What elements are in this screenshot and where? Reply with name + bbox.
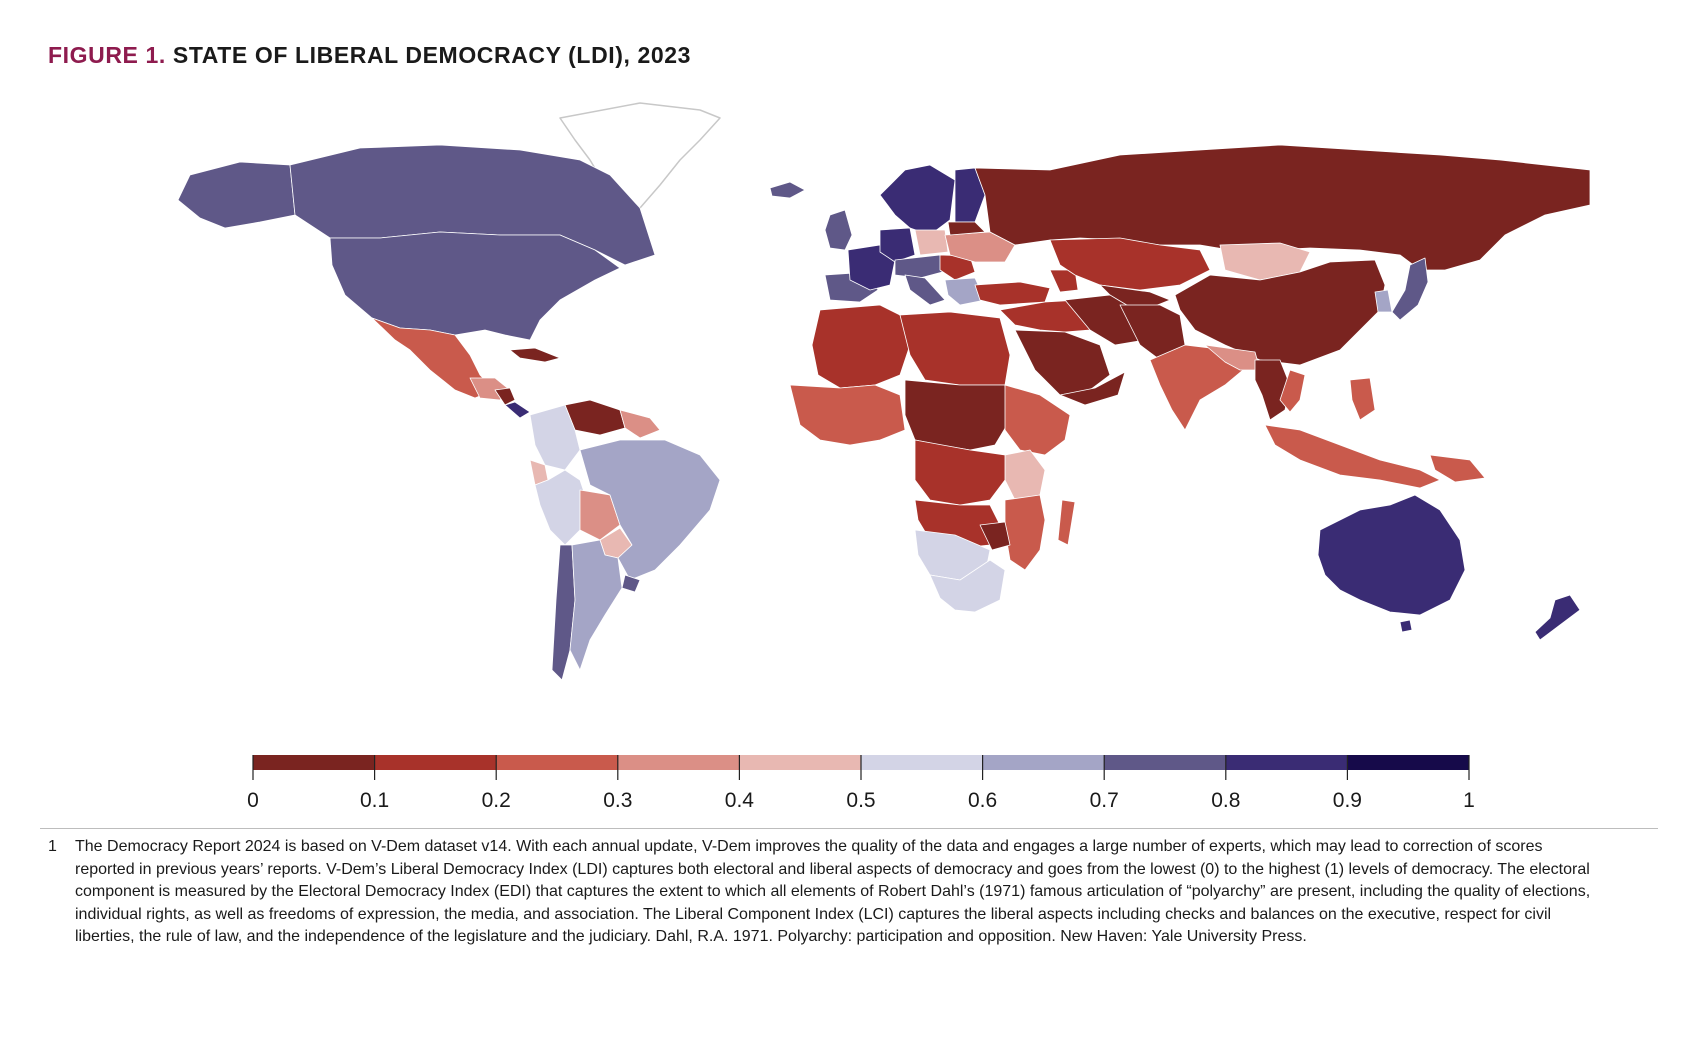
legend-tick-label: 0.4 [725, 789, 755, 812]
region-malaysia-indonesia [1264, 424, 1441, 489]
region-argentina [569, 539, 623, 671]
legend-swatch [861, 755, 984, 770]
region-bolivia [579, 489, 621, 541]
region-japan [1391, 257, 1429, 321]
legend-tick-label: 0.8 [1211, 789, 1240, 812]
region-png [1429, 454, 1486, 483]
region-iceland [769, 181, 806, 199]
legend-tick-label: 0.1 [360, 789, 389, 812]
legend-swatch [253, 755, 376, 770]
region-madagascar [1057, 499, 1076, 546]
legend-swatch [496, 755, 619, 770]
legend-tick-label: 0 [247, 789, 259, 812]
region-kazakhstan [1049, 237, 1211, 291]
region-yemen-oman [1059, 371, 1126, 406]
region-nicaragua [494, 387, 516, 406]
region-north-africa-west [811, 304, 911, 389]
region-greenland [559, 102, 721, 209]
region-sahel-central [904, 379, 1011, 451]
region-finland [954, 167, 986, 223]
legend-swatch [1104, 755, 1227, 770]
legend-tick-label: 0.9 [1333, 789, 1362, 812]
region-central-africa [914, 439, 1006, 506]
region-uk-ireland [824, 209, 853, 251]
figure-heading: STATE OF LIBERAL DEMOCRACY (LDI), 2023 [172, 42, 692, 68]
region-ethiopia-somalia [1004, 384, 1071, 456]
legend-swatch [982, 755, 1105, 770]
legend-tick-label: 0.7 [1090, 789, 1119, 812]
figure-label: FIGURE 1. [48, 42, 166, 68]
region-brazil [579, 439, 721, 581]
legend-swatch [374, 755, 497, 770]
region-south-africa [929, 559, 1006, 613]
region-costa-rica-panama [504, 401, 531, 419]
region-tasmania [1399, 619, 1413, 633]
legend-swatch [1347, 755, 1470, 770]
legend-ticks: 0 0.1 0.2 0.3 0.4 0.5 0.6 0.7 0.8 0.9 1 [247, 755, 1475, 812]
region-cuba [509, 347, 561, 363]
legend-tick-label: 0.6 [968, 789, 997, 812]
figure-title: FIGURE 1. STATE OF LIBERAL DEMOCRACY (LD… [48, 42, 691, 69]
region-colombia [529, 404, 581, 471]
footnote-divider [40, 828, 1658, 829]
region-italy [904, 274, 946, 306]
region-new-zealand [1534, 594, 1581, 641]
region-alaska [177, 161, 296, 229]
region-china [1174, 259, 1386, 366]
legend-tick-label: 1 [1463, 789, 1475, 812]
region-nepal-bangladesh [1204, 344, 1261, 371]
region-scandinavia [879, 164, 956, 236]
region-myanmar-thailand [1254, 359, 1291, 421]
region-poland [914, 229, 949, 256]
region-india [1149, 344, 1256, 431]
region-guyana-suriname [619, 409, 661, 439]
region-belarus [947, 221, 986, 236]
legend-tick-label: 0.5 [846, 789, 875, 812]
legend-swatch [617, 755, 740, 770]
region-vietnam-laos-cambodia [1279, 369, 1306, 413]
region-west-africa [789, 384, 906, 446]
region-uruguay [621, 574, 641, 593]
region-central-europe [894, 254, 951, 279]
region-zimbabwe [979, 521, 1011, 551]
legend-swatch [1225, 755, 1348, 770]
footnote-text: The Democracy Report 2024 is based on V-… [75, 838, 1591, 945]
legend-swatch [739, 755, 862, 770]
legend-swatches [253, 755, 1470, 770]
footnote: 1 The Democracy Report 2024 is based on … [48, 836, 1598, 949]
region-australia [1317, 494, 1466, 616]
region-caucasus [1049, 269, 1079, 293]
footnote-number: 1 [48, 838, 57, 855]
legend-tick-label: 0.3 [603, 789, 632, 812]
map-regions [177, 102, 1591, 681]
legend-tick-label: 0.2 [482, 789, 511, 812]
region-philippines [1349, 377, 1376, 421]
region-saudi-arabia [1014, 329, 1111, 396]
